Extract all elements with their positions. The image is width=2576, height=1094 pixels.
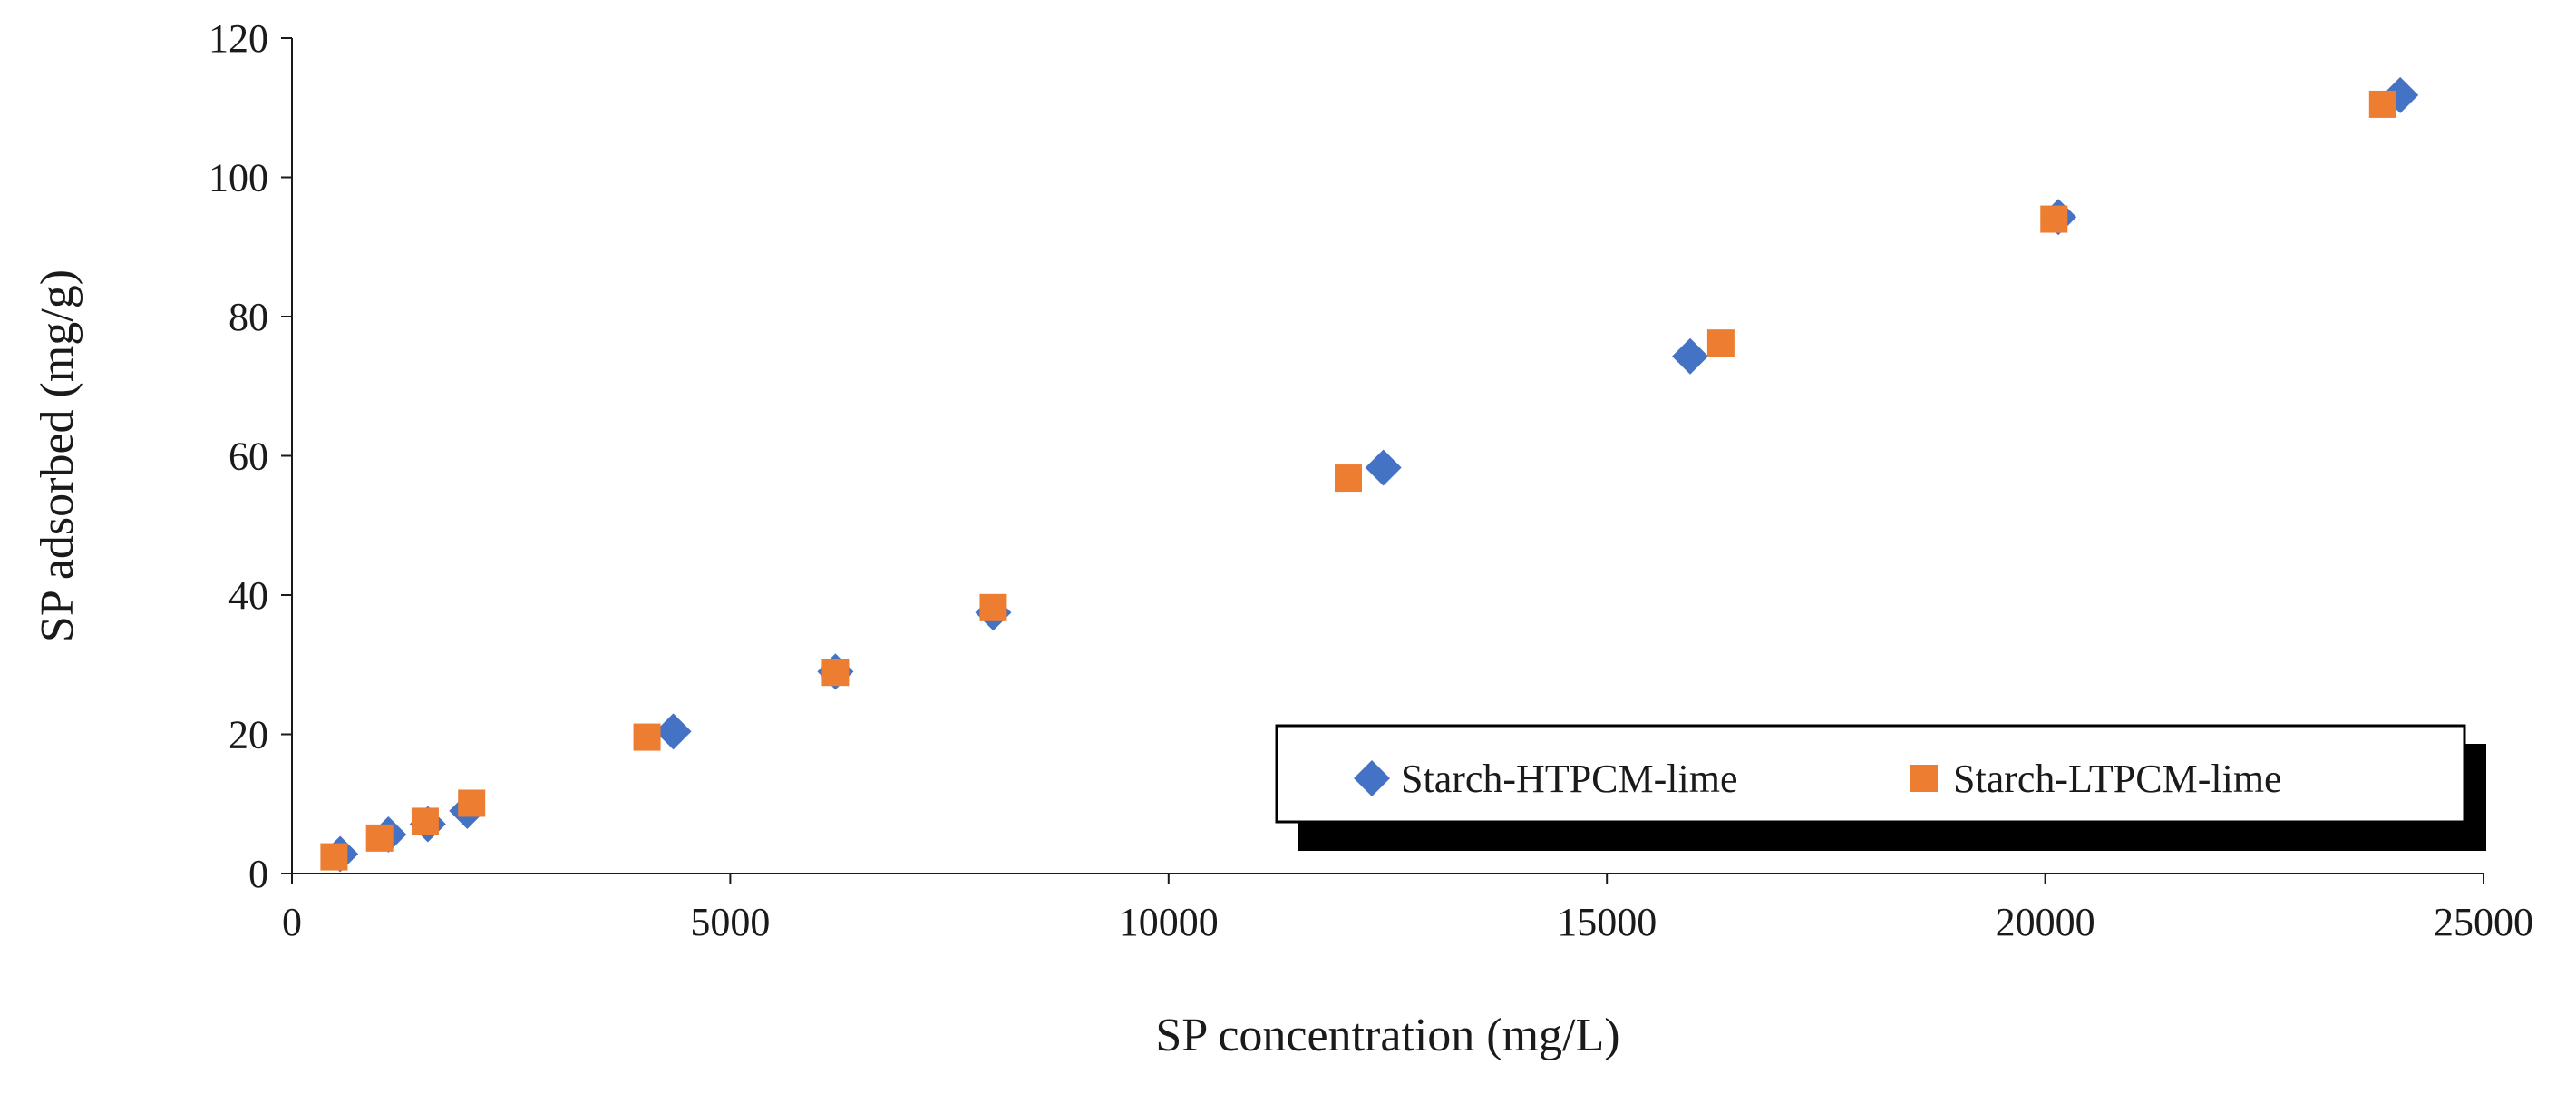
square-point bbox=[458, 789, 486, 817]
y-tick-label: 100 bbox=[209, 156, 268, 200]
y-tick-label: 0 bbox=[248, 852, 268, 896]
x-tick-label: 20000 bbox=[1996, 900, 2095, 944]
x-tick-label: 10000 bbox=[1119, 900, 1219, 944]
x-tick-label: 0 bbox=[282, 900, 302, 944]
legend-item: Starch-LTPCM-lime bbox=[1910, 757, 2282, 801]
square-point bbox=[2040, 205, 2068, 233]
y-tick-label: 120 bbox=[209, 16, 268, 61]
x-axis-title: SP concentration (mg/L) bbox=[1155, 1010, 1619, 1061]
square-point bbox=[365, 824, 394, 852]
x-ticks: 0 5000 10000 15000 20000 25000 bbox=[282, 874, 2533, 944]
square-point bbox=[2368, 90, 2396, 118]
y-axis-title: SP adsorbed (mg/g) bbox=[32, 269, 83, 642]
y-tick-label: 20 bbox=[228, 713, 268, 757]
y-tick-label: 40 bbox=[228, 573, 268, 618]
legend-marker bbox=[1910, 765, 1938, 792]
x-tick-label: 5000 bbox=[690, 900, 770, 944]
y-tick-label: 80 bbox=[228, 295, 268, 339]
square-point bbox=[1334, 464, 1362, 493]
legend-label: Starch-LTPCM-lime bbox=[1953, 757, 2282, 801]
square-point bbox=[633, 723, 661, 751]
diamond-point bbox=[1672, 337, 1709, 375]
y-tick-label: 60 bbox=[228, 435, 268, 479]
x-tick-label: 15000 bbox=[1557, 900, 1657, 944]
diamond-point bbox=[655, 713, 692, 750]
square-point bbox=[411, 807, 439, 835]
legend-label: Starch-HTPCM-lime bbox=[1401, 757, 1738, 801]
diamond-point bbox=[1365, 449, 1402, 486]
legend-box bbox=[1275, 724, 2466, 824]
square-point bbox=[1706, 329, 1735, 357]
legend-item: Starch-HTPCM-lime bbox=[1354, 757, 1738, 801]
square-point bbox=[979, 593, 1007, 621]
data-marks bbox=[320, 76, 2419, 873]
square-point bbox=[821, 659, 850, 687]
square-point bbox=[320, 843, 348, 871]
series-starch-ltpcm-lime bbox=[320, 90, 2396, 871]
legend-marker bbox=[1354, 760, 1390, 796]
legend: Starch-HTPCM-lime Starch-LTPCM-lime bbox=[1275, 724, 2486, 851]
x-tick-label: 25000 bbox=[2434, 900, 2533, 944]
y-ticks: 0 20 40 60 80 100 120 bbox=[209, 16, 292, 896]
